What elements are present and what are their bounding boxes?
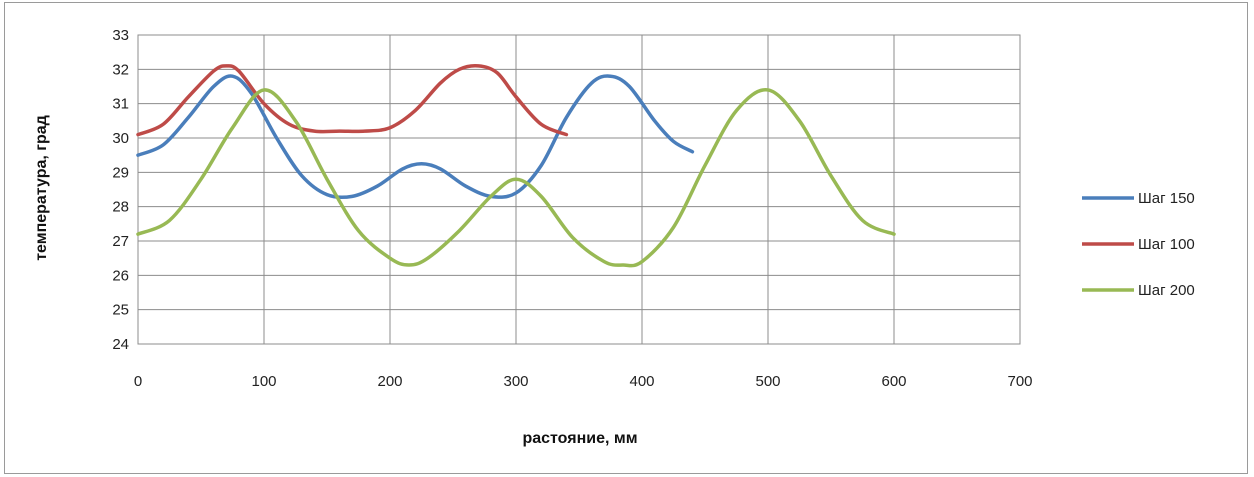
- y-tick-label: 32: [112, 61, 129, 78]
- legend-label: Шаг 200: [1138, 282, 1195, 299]
- chart-frame: [4, 2, 1248, 474]
- plot-area-border: [137, 34, 1021, 345]
- series-line-2: [136, 64, 569, 137]
- y-tick-label: 29: [112, 164, 129, 181]
- y-tick-label: 28: [112, 199, 129, 216]
- x-tick-label: 600: [881, 373, 906, 390]
- x-axis-title: растояние, мм: [522, 430, 637, 447]
- series-line-3: [136, 88, 896, 268]
- plot-series: [136, 64, 896, 268]
- x-tick-label: 100: [251, 373, 276, 390]
- series-line-1: [136, 74, 695, 200]
- legend-label: Шаг 100: [1138, 236, 1195, 253]
- y-tick-label: 31: [112, 96, 129, 113]
- y-tick-label: 25: [112, 302, 129, 319]
- gridlines: [137, 34, 1021, 345]
- y-axis-title: температура, град: [33, 115, 50, 261]
- y-tick-label: 24: [112, 336, 129, 353]
- y-tick-label: 33: [112, 27, 129, 44]
- x-tick-label: 500: [755, 373, 780, 390]
- y-tick-label: 27: [112, 233, 129, 250]
- tick-labels: 24 25 26 27 28 29 30 31 32 33 0 100 200 300 400 500 600 7…: [112, 27, 1032, 390]
- x-tick-label: 700: [1007, 373, 1032, 390]
- x-tick-label: 400: [629, 373, 654, 390]
- x-tick-label: 300: [503, 373, 528, 390]
- y-tick-label: 26: [112, 267, 129, 284]
- legend: Шаг 150 Шаг 100 Шаг 200: [1082, 190, 1195, 299]
- x-tick-label: 0: [134, 373, 142, 390]
- x-tick-label: 200: [377, 373, 402, 390]
- legend-label: Шаг 150: [1138, 190, 1195, 207]
- y-tick-label: 30: [112, 130, 129, 147]
